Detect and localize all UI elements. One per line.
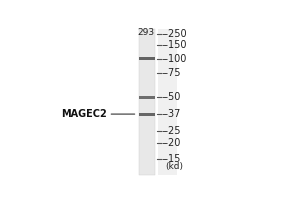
Text: --15: --15 — [162, 154, 181, 164]
Text: --100: --100 — [162, 54, 187, 64]
Text: --37: --37 — [162, 109, 181, 119]
Text: --75: --75 — [162, 68, 182, 78]
Text: --250: --250 — [162, 29, 188, 39]
Bar — [158, 29, 177, 175]
Text: --50: --50 — [162, 92, 181, 102]
Bar — [139, 57, 155, 60]
Bar — [139, 96, 155, 99]
Text: --20: --20 — [162, 138, 181, 148]
Text: MAGEC2: MAGEC2 — [61, 109, 107, 119]
Text: (kd): (kd) — [165, 162, 183, 171]
Text: --150: --150 — [162, 40, 188, 50]
Text: --25: --25 — [162, 126, 182, 136]
Bar — [139, 113, 155, 116]
Bar — [139, 29, 155, 175]
Text: 293: 293 — [138, 28, 155, 37]
